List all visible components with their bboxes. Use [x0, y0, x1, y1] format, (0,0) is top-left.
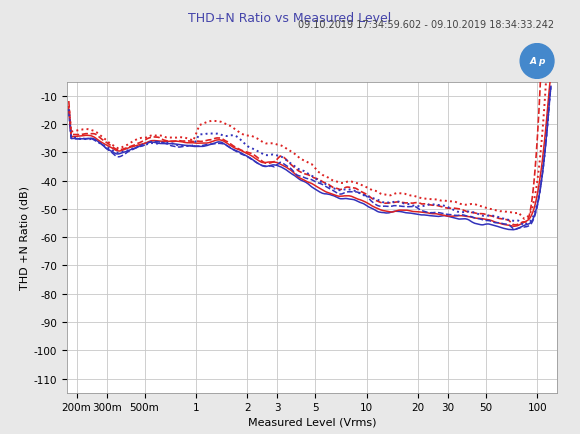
Text: A: A — [530, 57, 536, 66]
Text: 09.10.2019 17:34:59.602 - 09.10.2019 18:34:33.242: 09.10.2019 17:34:59.602 - 09.10.2019 18:… — [298, 20, 554, 30]
Y-axis label: THD +N Ratio (dB): THD +N Ratio (dB) — [19, 186, 30, 289]
X-axis label: Measured Level (Vrms): Measured Level (Vrms) — [248, 417, 376, 427]
Text: THD+N Ratio vs Measured Level: THD+N Ratio vs Measured Level — [188, 12, 392, 25]
Circle shape — [520, 45, 554, 79]
Text: p: p — [538, 57, 544, 66]
